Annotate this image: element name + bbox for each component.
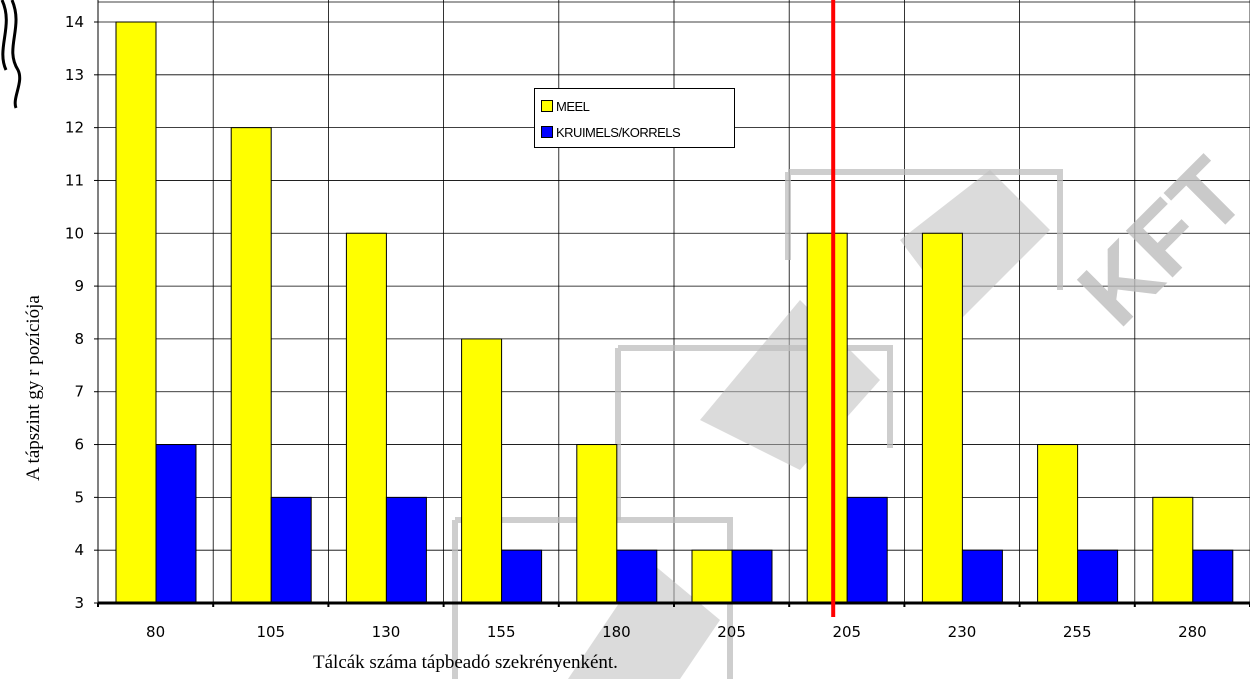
y-tick-label: 8 [74, 330, 84, 348]
bar-kruimels [270, 496, 312, 604]
bar-kruimels [385, 496, 427, 604]
bar-kruimels [501, 549, 543, 604]
bar-kruimels [155, 444, 197, 604]
x-tick-label: 255 [1063, 623, 1092, 641]
y-tick-label: 7 [74, 383, 84, 401]
y-tick-label: 5 [74, 488, 84, 506]
x-tick-label: 205 [832, 623, 861, 641]
bar-meel [115, 21, 157, 604]
legend-label-kruimels: KRUIMELS/KORRELS [556, 124, 681, 140]
y-tick-label: 4 [74, 541, 84, 559]
y-tick-label: 6 [74, 436, 84, 454]
bar-kruimels [1077, 549, 1119, 604]
bar-meel [1037, 444, 1079, 604]
bar-kruimels [616, 549, 658, 604]
y-tick-label: 3 [74, 594, 84, 612]
watermark-frame-3 [785, 169, 1063, 290]
legend-item-meel: MEEL [541, 93, 728, 119]
watermark-frame-2 [615, 345, 893, 520]
bar-meel [576, 444, 618, 604]
legend-swatch-meel [541, 100, 553, 112]
x-tick-label: 205 [717, 623, 746, 641]
y-tick-label: 13 [65, 66, 84, 84]
x-tick-label: 155 [487, 623, 516, 641]
bar-meel [921, 232, 963, 604]
axis-break-mark [10, 0, 22, 109]
x-tick-label: 80 [146, 623, 165, 641]
bar-kruimels [731, 549, 773, 604]
legend-item-kruimels: KRUIMELS/KORRELS [541, 119, 728, 145]
bar-kruimels [1192, 549, 1234, 604]
bar-kruimels [846, 496, 888, 604]
watermark-text: KFT [1058, 138, 1250, 346]
watermark-mark-1 [568, 560, 720, 679]
bar-meel [1152, 496, 1194, 604]
y-tick-label: 9 [74, 277, 84, 295]
y-tick-label: 12 [65, 119, 84, 137]
legend: MEEL KRUIMELS/KORRELS [534, 88, 735, 148]
bar-meel [345, 232, 387, 604]
y-tick-label: 11 [65, 171, 84, 189]
bar-meel [230, 127, 272, 604]
x-tick-label: 180 [602, 623, 631, 641]
bar-kruimels [961, 549, 1003, 604]
bar-meel [461, 338, 503, 604]
x-tick-label: 130 [372, 623, 401, 641]
legend-label-meel: MEEL [556, 98, 590, 114]
bar-meel [691, 549, 733, 604]
y-axis-label: A tápszint gy r pozíciója [23, 295, 44, 481]
x-tick-label: 280 [1178, 623, 1207, 641]
x-tick-label: 230 [948, 623, 977, 641]
y-tick-label: 10 [65, 224, 84, 242]
x-tick-label: 105 [256, 623, 285, 641]
watermark-frame-1 [452, 517, 733, 679]
bar-meel [806, 232, 848, 604]
x-axis-label: Tálcák száma tápbeadó szekrényenként. [313, 652, 618, 673]
legend-swatch-kruimels [541, 126, 553, 138]
y-tick-label: 14 [65, 13, 84, 31]
axis-break-mark-2 [0, 0, 8, 71]
